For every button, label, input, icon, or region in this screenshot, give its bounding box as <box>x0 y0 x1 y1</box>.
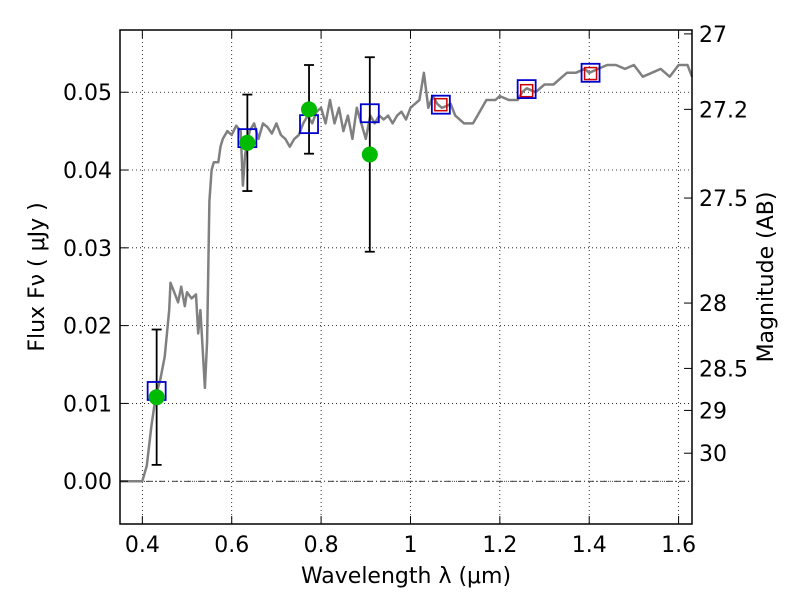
observed-point <box>239 134 256 151</box>
observed-points <box>148 101 378 406</box>
x-tick-label: 0.6 <box>214 533 249 558</box>
right-tick-label: 27 <box>699 23 727 48</box>
observed-point <box>301 101 318 118</box>
upper-limit-markers <box>434 66 598 112</box>
right-tick-label: 29 <box>699 399 727 424</box>
x-tick-label: 1 <box>403 533 417 558</box>
x-tick-label: 1.2 <box>482 533 517 558</box>
x-tick-label: 1.6 <box>661 533 696 558</box>
y-tick-label: 0.04 <box>63 159 112 184</box>
y-tick-label: 0.02 <box>63 315 112 340</box>
y-tick-label: 0.03 <box>63 237 112 262</box>
model-band-marker <box>430 94 451 115</box>
x-axis-label: Wavelength λ (μm) <box>301 564 511 589</box>
observed-point <box>361 146 378 163</box>
axis-ticks: 0.4 0.6 0.8 1 1.2 1.4 1.6 0.00 0.01 0.02 0.03 0.04 0… <box>63 23 748 558</box>
spectrum-line <box>120 63 694 483</box>
model-spectrum <box>120 63 694 483</box>
grid <box>120 30 692 524</box>
y-tick-label: 0.01 <box>63 392 112 417</box>
upper-limit-marker <box>583 66 598 81</box>
plot-frame <box>119 29 693 525</box>
right-tick-label: 27.2 <box>699 98 748 123</box>
model-band-marker <box>580 62 601 83</box>
x-tick-label: 1.4 <box>572 533 607 558</box>
right-tick-label: 27.5 <box>699 187 748 212</box>
model-band-marker <box>359 103 380 124</box>
model-band-marker <box>516 79 537 100</box>
upper-limit-marker <box>434 97 448 112</box>
right-tick-label: 30 <box>699 442 727 467</box>
right-tick-label: 28.5 <box>699 357 748 382</box>
y-tick-label: 0.00 <box>63 470 112 495</box>
y-tick-label: 0.05 <box>63 81 112 106</box>
y-axis-label: Flux Fν ( μJy ) <box>25 202 50 351</box>
right-tick-label: 28 <box>699 292 727 317</box>
x-tick-label: 0.4 <box>125 533 160 558</box>
observed-point <box>148 389 165 406</box>
right-axis-label: Magnitude (AB) <box>754 192 779 363</box>
x-tick-label: 0.8 <box>304 533 339 558</box>
plot-area <box>120 30 692 524</box>
upper-limit-marker <box>519 83 534 98</box>
